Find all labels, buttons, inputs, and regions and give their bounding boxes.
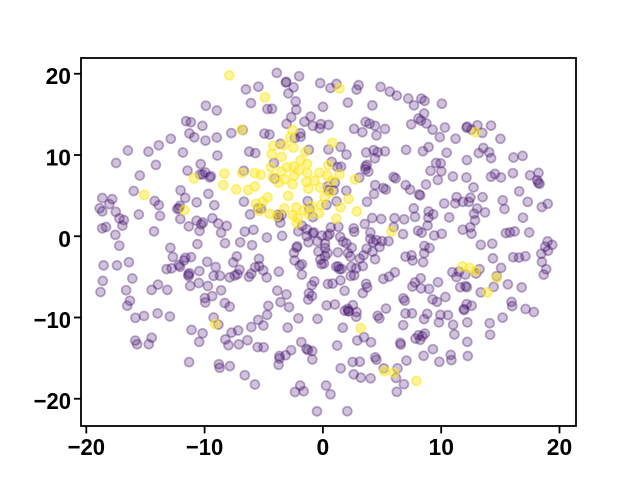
- svg-text:10: 10: [429, 434, 454, 460]
- svg-text:10: 10: [46, 145, 71, 171]
- svg-text:0: 0: [317, 434, 330, 460]
- svg-text:20: 20: [46, 63, 71, 89]
- svg-text:−10: −10: [186, 434, 223, 460]
- svg-text:20: 20: [547, 434, 572, 460]
- svg-text:−20: −20: [34, 388, 71, 414]
- svg-text:0: 0: [58, 226, 71, 252]
- svg-text:−10: −10: [34, 307, 71, 333]
- svg-text:−20: −20: [68, 434, 105, 460]
